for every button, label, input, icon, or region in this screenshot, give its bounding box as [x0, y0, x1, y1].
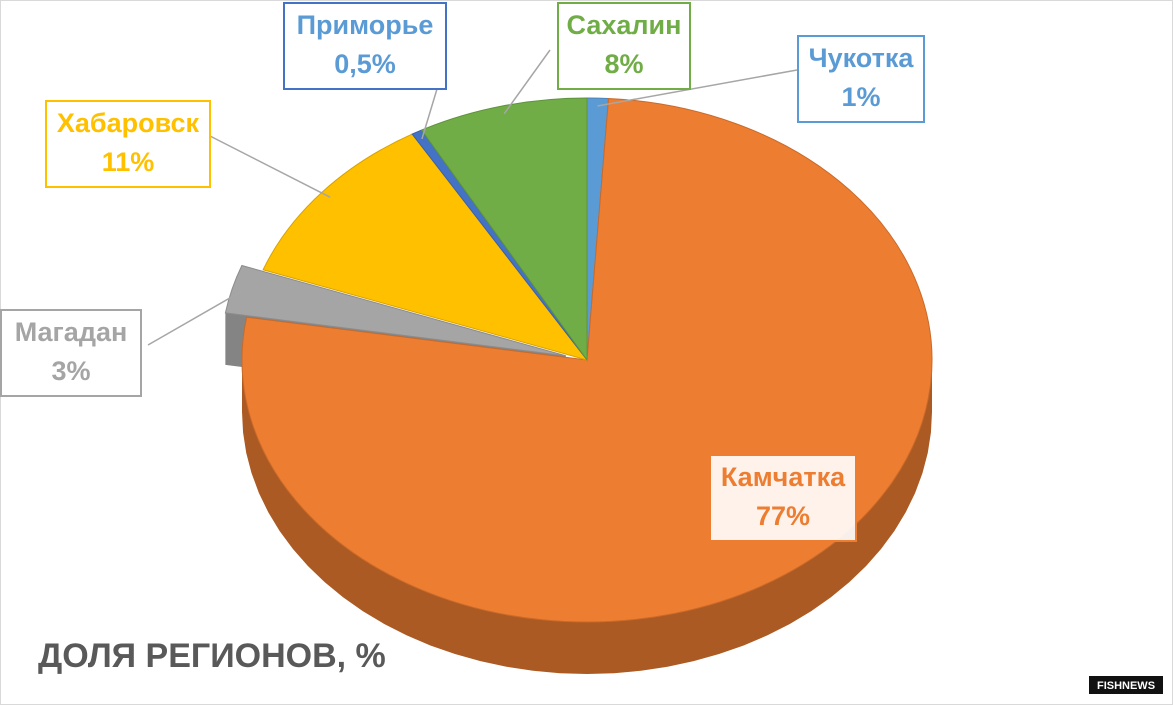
label-box — [797, 35, 925, 123]
label-box — [45, 100, 211, 188]
value-label: 77% — [756, 501, 810, 531]
labels: Чукотка 1% Камчатка 77% Магадан 3% Хабаровск 11… — [0, 2, 925, 542]
category-label: Приморье — [297, 10, 434, 40]
watermark-bg — [1089, 676, 1163, 694]
value-label: 1% — [841, 82, 880, 112]
category-label: Камчатка — [721, 462, 846, 492]
leader-line — [421, 88, 438, 140]
slice — [262, 133, 589, 361]
leader-line — [597, 69, 798, 107]
pie — [224, 97, 933, 674]
category-label: Чукотка — [809, 43, 915, 73]
leader-line — [209, 135, 331, 198]
label-box — [709, 454, 857, 542]
slice — [224, 264, 566, 357]
label-box — [0, 309, 142, 397]
category-label: Магадан — [15, 317, 128, 347]
slice — [420, 97, 588, 362]
slice-side — [242, 360, 932, 674]
leader-line — [147, 290, 243, 346]
category-label: Хабаровск — [57, 108, 200, 138]
value-label: 3% — [51, 356, 90, 386]
value-label: 11% — [102, 147, 155, 177]
value-label: 8% — [604, 49, 643, 79]
watermark: FISHNEWS — [1097, 680, 1155, 692]
leader-line — [503, 49, 551, 115]
chart-title: ДОЛЯ РЕГИОНОВ, % — [38, 637, 386, 675]
label-box — [557, 2, 691, 90]
category-label: Сахалин — [567, 10, 682, 40]
label-box — [283, 2, 447, 90]
value-label: 0,5% — [334, 49, 396, 79]
